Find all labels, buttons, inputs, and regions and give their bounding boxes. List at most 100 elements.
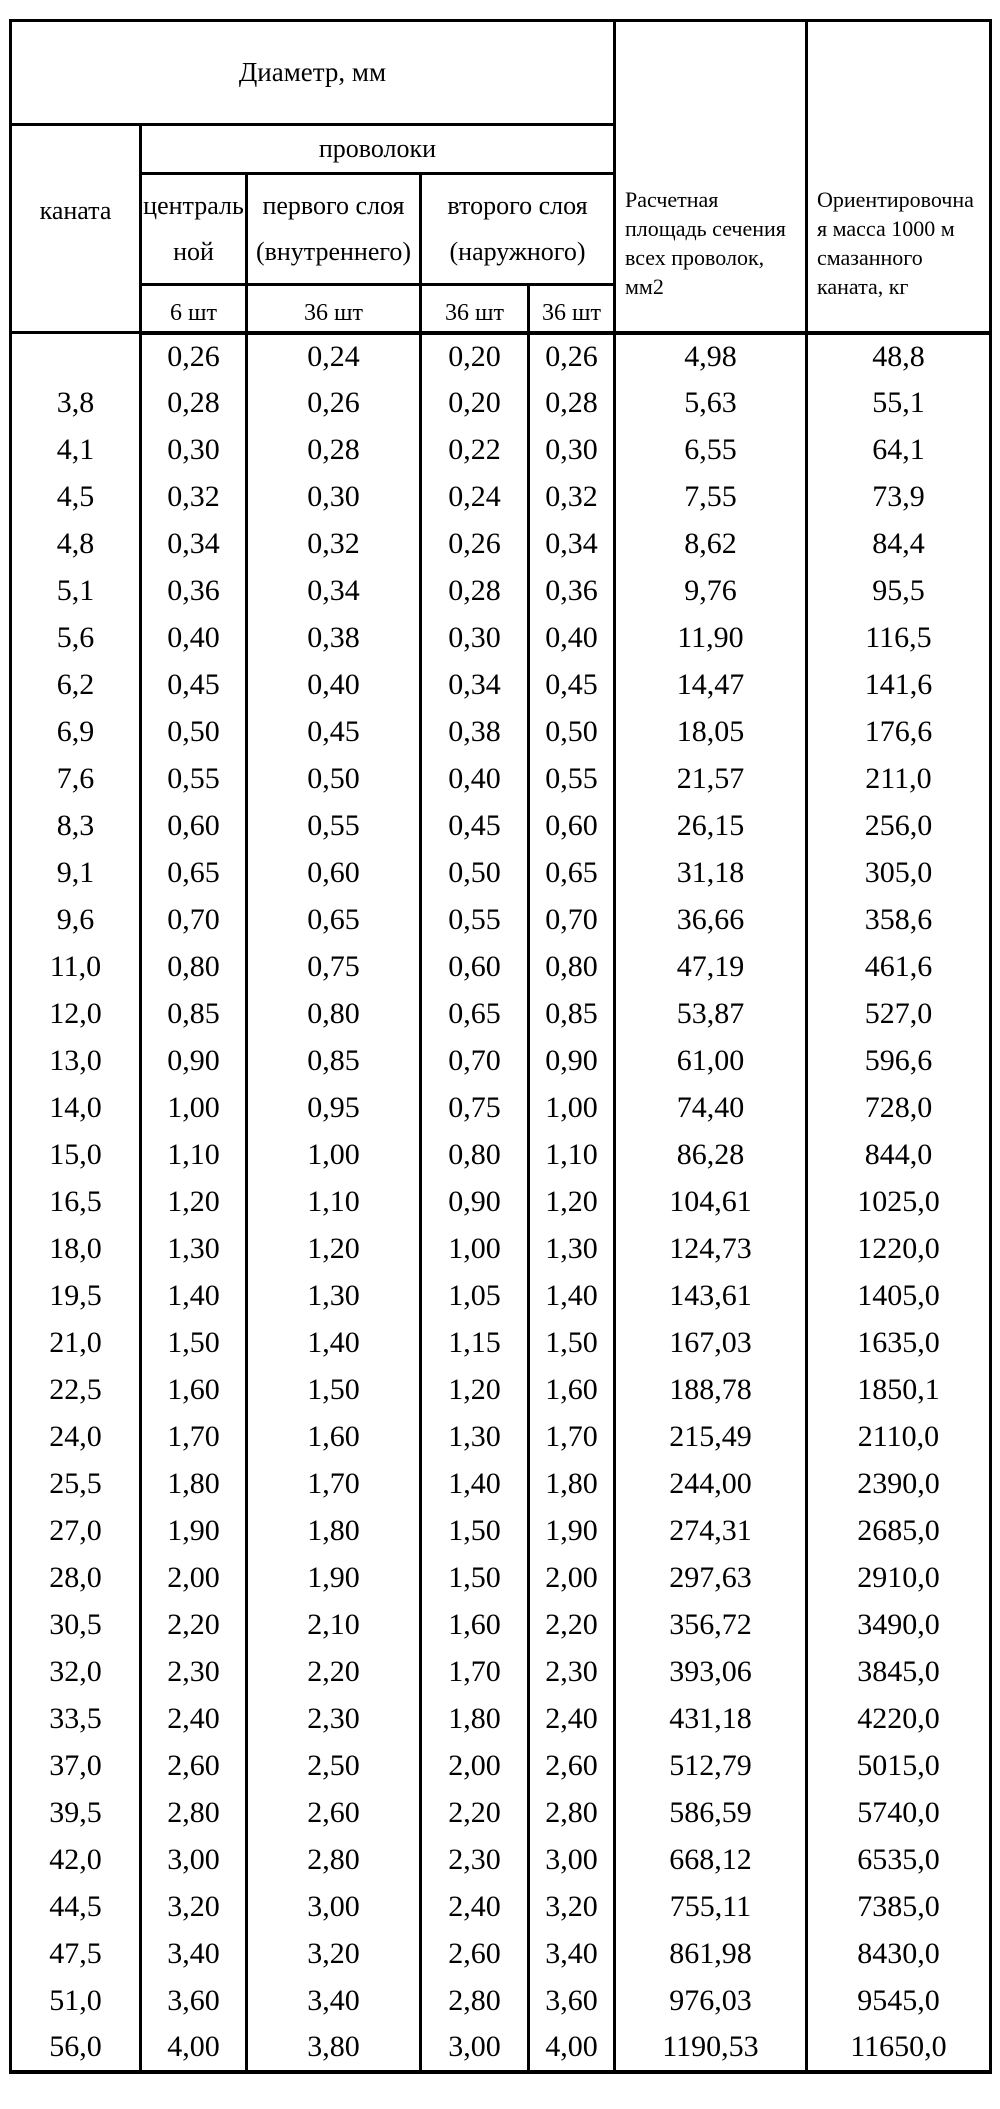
table-row: 56,0 4,00 3,80 3,00 4,00 1190,53 11650,0 xyxy=(9,2024,992,2072)
cell: 15,0 xyxy=(9,1131,142,1179)
cell: 1,50 xyxy=(527,1319,616,1367)
cell: 5,63 xyxy=(613,379,808,427)
cell: 64,1 xyxy=(805,426,992,474)
cell: 0,26 xyxy=(245,379,422,427)
cell: 0,70 xyxy=(527,896,616,944)
header-central-wire: централь ной xyxy=(139,172,248,286)
table-body: 0,26 0,24 0,20 0,26 4,98 48,8 3,8 0,28 0,26 0,20 0… xyxy=(9,332,992,2072)
table-row: 4,5 0,32 0,30 0,24 0,32 7,55 73,9 xyxy=(9,473,992,521)
cell: 1,30 xyxy=(419,1413,530,1461)
cell: 2,20 xyxy=(527,1601,616,1649)
table-header: Диаметр, мм Расчетная площадь сечения вс… xyxy=(9,19,992,335)
cell: 2,40 xyxy=(527,1695,616,1743)
cell: 0,32 xyxy=(245,520,422,568)
cell: 1,90 xyxy=(527,1507,616,1555)
cell: 6,2 xyxy=(9,661,142,709)
cell: 0,24 xyxy=(245,332,422,380)
table-row: 27,0 1,90 1,80 1,50 1,90 274,31 2685,0 xyxy=(9,1507,992,1555)
cell: 14,0 xyxy=(9,1084,142,1132)
header-count-central: 6 шт xyxy=(139,283,248,335)
header-row-counts: 6 шт 36 шт 36 шт 36 шт xyxy=(11,283,991,335)
table-row: 18,0 1,30 1,20 1,00 1,30 124,73 1220,0 xyxy=(9,1225,992,1273)
cell: 84,4 xyxy=(805,520,992,568)
cell: 0,40 xyxy=(139,614,248,662)
cell: 124,73 xyxy=(613,1225,808,1273)
cell: 211,0 xyxy=(805,755,992,803)
cell: 1,30 xyxy=(245,1272,422,1320)
cell: 188,78 xyxy=(613,1366,808,1414)
table-row: 42,0 3,00 2,80 2,30 3,00 668,12 6535,0 xyxy=(9,1836,992,1884)
cell: 42,0 xyxy=(9,1836,142,1884)
cell: 9,1 xyxy=(9,849,142,897)
cell: 11,90 xyxy=(613,614,808,662)
cell: 8,62 xyxy=(613,520,808,568)
cell: 393,06 xyxy=(613,1648,808,1696)
table-row: 6,9 0,50 0,45 0,38 0,50 18,05 176,6 xyxy=(9,708,992,756)
cell: 0,50 xyxy=(419,849,530,897)
cell: 1025,0 xyxy=(805,1178,992,1226)
cell: 0,65 xyxy=(139,849,248,897)
cell: 116,5 xyxy=(805,614,992,662)
table-row: 8,3 0,60 0,55 0,45 0,60 26,15 256,0 xyxy=(9,802,992,850)
cell: 21,0 xyxy=(9,1319,142,1367)
cell: 104,61 xyxy=(613,1178,808,1226)
cell: 0,85 xyxy=(245,1037,422,1085)
cell: 73,9 xyxy=(805,473,992,521)
cell: 44,5 xyxy=(9,1883,142,1931)
cell: 305,0 xyxy=(805,849,992,897)
cell: 21,57 xyxy=(613,755,808,803)
cell: 7,6 xyxy=(9,755,142,803)
cell: 5,1 xyxy=(9,567,142,615)
cell: 976,03 xyxy=(613,1977,808,2025)
cell: 0,80 xyxy=(419,1131,530,1179)
cell: 1,40 xyxy=(245,1319,422,1367)
cell: 30,5 xyxy=(9,1601,142,1649)
cell: 25,5 xyxy=(9,1460,142,1508)
table-row: 6,2 0,45 0,40 0,34 0,45 14,47 141,6 xyxy=(9,661,992,709)
cell: 1,90 xyxy=(245,1554,422,1602)
table-row: 32,0 2,30 2,20 1,70 2,30 393,06 3845,0 xyxy=(9,1648,992,1696)
cell: 5740,0 xyxy=(805,1789,992,1837)
cell: 3,00 xyxy=(139,1836,248,1884)
cell: 33,5 xyxy=(9,1695,142,1743)
cell: 19,5 xyxy=(9,1272,142,1320)
cell: 2910,0 xyxy=(805,1554,992,1602)
cell: 1,40 xyxy=(419,1460,530,1508)
table-row: 30,5 2,20 2,10 1,60 2,20 356,72 3490,0 xyxy=(9,1601,992,1649)
cell: 47,5 xyxy=(9,1930,142,1978)
cell: 3,00 xyxy=(245,1883,422,1931)
cell: 1,60 xyxy=(419,1601,530,1649)
cell: 0,90 xyxy=(527,1037,616,1085)
cell: 0,55 xyxy=(527,755,616,803)
cell: 844,0 xyxy=(805,1131,992,1179)
cell: 7,55 xyxy=(613,473,808,521)
table-row: 21,0 1,50 1,40 1,15 1,50 167,03 1635,0 xyxy=(9,1319,992,1367)
cell: 32,0 xyxy=(9,1648,142,1696)
cell: 1,10 xyxy=(139,1131,248,1179)
cell: 9545,0 xyxy=(805,1977,992,2025)
cell: 861,98 xyxy=(613,1930,808,1978)
cell: 2,60 xyxy=(139,1742,248,1790)
header-count-first-layer: 36 шт xyxy=(245,283,422,335)
cell: 1,50 xyxy=(419,1554,530,1602)
table-row: 11,0 0,80 0,75 0,60 0,80 47,19 461,6 xyxy=(9,943,992,991)
cell: 0,70 xyxy=(419,1037,530,1085)
cell: 5015,0 xyxy=(805,1742,992,1790)
cell: 39,5 xyxy=(9,1789,142,1837)
cell: 0,20 xyxy=(419,379,530,427)
cell: 2,10 xyxy=(245,1601,422,1649)
cell: 2,00 xyxy=(139,1554,248,1602)
cell: 1,50 xyxy=(419,1507,530,1555)
cell: 2,20 xyxy=(419,1789,530,1837)
cell: 297,63 xyxy=(613,1554,808,1602)
header-row-diameter: Диаметр, мм Расчетная площадь сечения вс… xyxy=(9,19,992,335)
cell: 274,31 xyxy=(613,1507,808,1555)
cell: 1635,0 xyxy=(805,1319,992,1367)
header-first-layer: первого слоя (внутреннего) xyxy=(245,172,422,286)
cell: 1,20 xyxy=(245,1225,422,1273)
cell: 9,76 xyxy=(613,567,808,615)
cell: 2,80 xyxy=(139,1789,248,1837)
cell: 0,45 xyxy=(419,802,530,850)
cell: 2685,0 xyxy=(805,1507,992,1555)
cell: 0,26 xyxy=(419,520,530,568)
